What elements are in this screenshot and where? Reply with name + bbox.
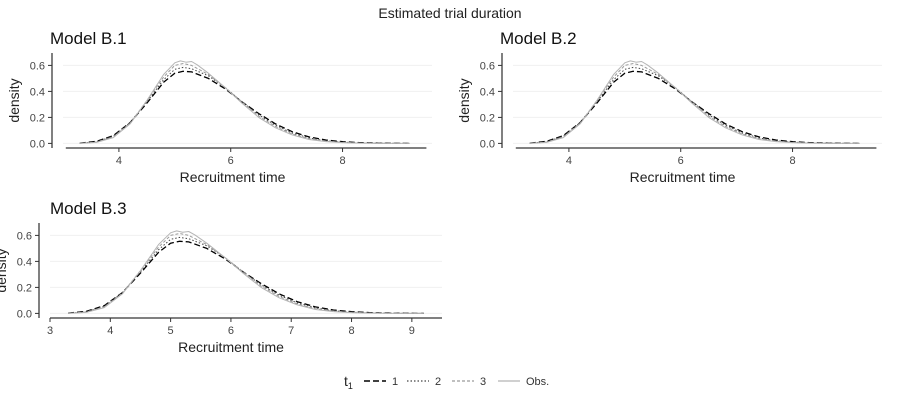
series-line-1: [68, 240, 424, 315]
series-line-1: [79, 70, 410, 145]
series-line-2: [79, 66, 410, 144]
legend-label: Obs.: [526, 376, 549, 388]
y-tick-label: 0.4: [30, 86, 45, 98]
panel-2: Model B.2 4 6 8 0.0 0.2 0.4 0.6 Recruitment time…: [456, 29, 882, 185]
panels: Model B.1 4 6 8 0.0 0.2 0.4 0.6 Recruitment time…: [0, 29, 882, 355]
y-tick-label: 0.0: [30, 138, 45, 150]
series-line-obs: [79, 60, 410, 144]
y-tick-label: 0.4: [480, 86, 495, 98]
legend-label: 2: [435, 376, 441, 388]
x-tick-label: 4: [107, 325, 113, 337]
y-tick-label: 0.0: [17, 308, 32, 320]
x-axis-title: Recruitment time: [630, 169, 736, 185]
y-axis-title: density: [0, 248, 9, 292]
series-line-1: [529, 70, 860, 145]
legend: t1 1 2 3 Obs.: [344, 373, 549, 391]
figure-title: Estimated trial duration: [378, 5, 521, 21]
x-tick-label: 6: [228, 325, 234, 337]
x-tick-label: 5: [168, 325, 174, 337]
x-tick-label: 4: [566, 155, 572, 167]
y-tick-label: 0.4: [17, 256, 32, 268]
series-line-2: [529, 66, 860, 144]
x-tick-label: 8: [339, 155, 345, 167]
panel-3: Model B.3 3 4 5 6 7 8 9 0.0 0.2 0.4 0.6 Recruitment …: [0, 199, 442, 355]
x-tick-label: 8: [789, 155, 795, 167]
legend-label: 3: [480, 376, 486, 388]
y-tick-label: 0.2: [17, 282, 32, 294]
y-tick-label: 0.2: [480, 112, 495, 124]
y-tick-label: 0.6: [480, 60, 495, 72]
y-tick-label: 0.2: [30, 112, 45, 124]
panel-title: Model B.2: [500, 29, 577, 48]
series-line-obs: [529, 60, 860, 144]
x-tick-label: 7: [288, 325, 294, 337]
x-tick-label: 6: [228, 155, 234, 167]
panel-1: Model B.1 4 6 8 0.0 0.2 0.4 0.6 Recruitment time…: [6, 29, 432, 185]
x-axis-title: Recruitment time: [178, 339, 284, 355]
x-tick-label: 6: [678, 155, 684, 167]
y-tick-label: 0.6: [30, 60, 45, 72]
x-axis-title: Recruitment time: [180, 169, 286, 185]
legend-title-sub: 1: [348, 381, 353, 391]
x-tick-label: 3: [47, 325, 53, 337]
series-line-obs: [68, 230, 424, 314]
panel-title: Model B.1: [50, 29, 127, 48]
legend-label: 1: [392, 376, 398, 388]
x-tick-label: 8: [348, 325, 354, 337]
y-axis-title: density: [6, 78, 22, 122]
legend-title-main: t: [344, 373, 348, 389]
y-axis-title: density: [456, 78, 472, 122]
legend-title: t1: [344, 373, 353, 391]
y-tick-label: 0.0: [480, 138, 495, 150]
panel-title: Model B.3: [50, 199, 127, 218]
y-tick-label: 0.6: [17, 230, 32, 242]
x-tick-label: 4: [116, 155, 122, 167]
x-tick-label: 9: [409, 325, 415, 337]
